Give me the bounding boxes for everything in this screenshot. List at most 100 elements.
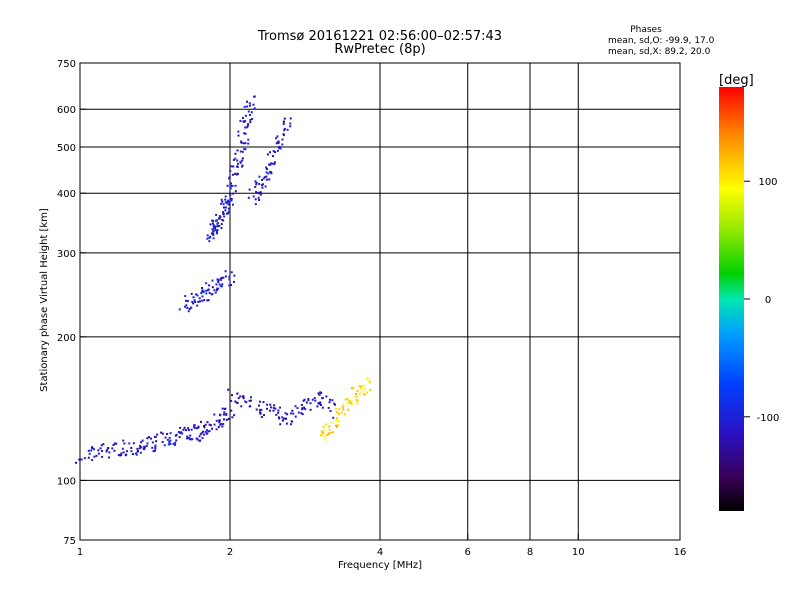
echo-point: [220, 277, 223, 280]
echo-point: [250, 111, 253, 114]
echo-point: [206, 421, 209, 424]
echo-point: [323, 425, 326, 428]
echo-point: [229, 187, 232, 190]
echo-point: [247, 110, 250, 113]
echo-point: [195, 293, 198, 296]
echo-point: [206, 432, 209, 435]
y-tick-label: 750: [57, 59, 76, 70]
echo-point: [216, 230, 218, 233]
echo-point: [146, 442, 149, 445]
echo-point: [270, 172, 273, 175]
echo-point: [360, 386, 363, 388]
echo-point: [272, 162, 275, 165]
echo-point: [248, 405, 251, 408]
echo-point: [180, 431, 183, 434]
echo-point: [334, 403, 336, 406]
echo-point: [243, 132, 246, 135]
x-tick-label: 6: [465, 547, 471, 558]
echo-point: [154, 446, 157, 449]
echo-point: [128, 442, 131, 445]
echo-point: [199, 433, 202, 436]
echo-point: [206, 237, 209, 240]
echo-point: [345, 398, 348, 401]
echo-point: [182, 428, 185, 431]
echo-point: [139, 444, 141, 447]
echo-point: [160, 431, 163, 434]
echo-point: [201, 299, 204, 302]
echo-point: [216, 278, 219, 281]
echo-point: [243, 148, 246, 150]
y-tick-label: 100: [57, 476, 76, 487]
echo-point: [99, 447, 102, 450]
echo-point: [239, 150, 242, 153]
echo-point: [219, 423, 222, 426]
echo-point: [283, 117, 286, 120]
echo-point: [225, 206, 227, 209]
echo-point: [276, 135, 279, 138]
echo-point: [230, 182, 232, 185]
echo-point: [230, 399, 233, 402]
echo-point: [122, 439, 125, 442]
echo-point: [323, 435, 326, 438]
echo-point: [351, 403, 354, 406]
echo-point: [214, 225, 217, 228]
echo-point: [318, 393, 321, 396]
colorbar-tick-label: -100: [757, 413, 780, 424]
echo-point: [303, 398, 306, 401]
echo-point: [340, 411, 343, 414]
echo-point: [223, 408, 226, 410]
colorbar-gradient: [719, 87, 744, 511]
echo-point: [314, 399, 317, 402]
echo-point: [93, 448, 95, 451]
echo-point: [268, 409, 271, 412]
echo-point: [236, 166, 239, 168]
x-tick-label: 2: [227, 547, 233, 558]
echo-point: [239, 395, 242, 398]
echo-point: [192, 296, 195, 299]
echo-point: [234, 157, 237, 160]
echo-point: [234, 190, 237, 193]
echo-point: [248, 102, 251, 105]
colorbar-tick-label: 100: [758, 177, 777, 188]
echo-point: [330, 421, 333, 424]
echo-point: [212, 230, 215, 232]
echo-point: [268, 163, 270, 166]
echo-point: [242, 397, 245, 400]
echo-point: [294, 415, 297, 418]
echo-point: [188, 308, 191, 310]
echo-point: [244, 120, 247, 123]
echo-point: [344, 413, 346, 416]
echo-point: [217, 280, 220, 283]
echo-point: [168, 441, 171, 443]
echo-point: [217, 287, 220, 290]
echo-point: [231, 394, 233, 397]
echo-point: [277, 409, 280, 412]
echo-point: [191, 438, 194, 441]
x-tick-label: 8: [527, 547, 533, 558]
echo-point: [228, 176, 231, 179]
echo-point: [224, 198, 227, 201]
echo-point: [270, 406, 273, 409]
echo-point: [294, 405, 297, 408]
echo-point: [184, 305, 187, 308]
echo-point: [120, 452, 123, 455]
echo-point: [274, 161, 276, 164]
echo-point: [151, 446, 154, 449]
echo-point: [152, 450, 155, 453]
echo-point: [326, 434, 329, 436]
echo-point: [279, 147, 282, 150]
echo-point: [283, 129, 286, 132]
echo-point: [275, 137, 277, 140]
echo-point: [166, 438, 169, 441]
echo-point: [161, 441, 164, 443]
echo-point: [222, 276, 225, 279]
echo-point: [156, 433, 159, 436]
echo-point: [255, 181, 258, 184]
echo-point: [258, 404, 260, 407]
echo-point: [325, 423, 328, 426]
x-axis-ticks: 1 2 4 6 8 10 16: [77, 534, 686, 558]
chart-title: Tromsø 20161221 02:56:00–02:57:43: [257, 29, 502, 44]
echo-point: [183, 426, 186, 429]
echo-point: [266, 168, 268, 171]
echo-point: [257, 192, 260, 195]
